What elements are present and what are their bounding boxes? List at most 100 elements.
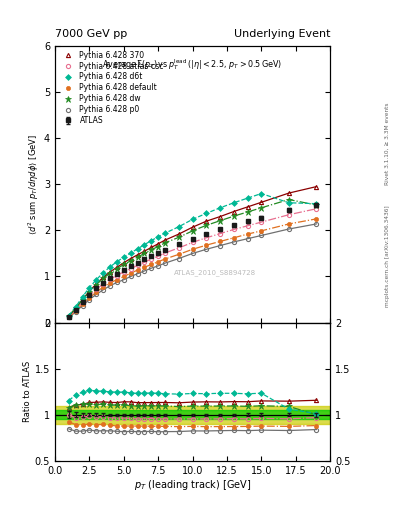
Pythia 6.428 p0: [190, 250, 195, 257]
Pythia 6.428 default: [142, 264, 147, 270]
Pythia 6.428 default: [176, 251, 181, 258]
Pythia 6.428 atlas-csc: [80, 299, 85, 305]
Line: Pythia 6.428 dw: Pythia 6.428 dw: [66, 197, 320, 319]
Pythia 6.428 p0: [94, 291, 99, 297]
Pythia 6.428 default: [108, 280, 112, 286]
Pythia 6.428 p0: [176, 255, 181, 262]
Pythia 6.428 default: [129, 270, 133, 276]
Pythia 6.428 p0: [135, 271, 140, 277]
Pythia 6.428 dw: [101, 275, 106, 282]
Pythia 6.428 d6t: [135, 246, 140, 252]
Pythia 6.428 default: [87, 294, 92, 301]
Pythia 6.428 d6t: [176, 224, 181, 230]
Pythia 6.428 dw: [73, 305, 78, 311]
Pythia 6.428 370: [259, 199, 264, 205]
Pythia 6.428 d6t: [218, 205, 222, 211]
Pythia 6.428 d6t: [87, 285, 92, 291]
Pythia 6.428 atlas-csc: [190, 239, 195, 245]
Pythia 6.428 default: [135, 267, 140, 273]
Pythia 6.428 dw: [245, 209, 250, 215]
Pythia 6.428 atlas-csc: [163, 250, 167, 256]
Pythia 6.428 370: [94, 281, 99, 287]
Pythia 6.428 dw: [190, 228, 195, 234]
Pythia 6.428 default: [163, 256, 167, 262]
Pythia 6.428 default: [156, 259, 161, 265]
Pythia 6.428 d6t: [245, 195, 250, 201]
Text: Underlying Event: Underlying Event: [233, 29, 330, 39]
Pythia 6.428 dw: [314, 202, 319, 208]
Pythia 6.428 dw: [259, 205, 264, 211]
Pythia 6.428 default: [115, 276, 119, 283]
Pythia 6.428 atlas-csc: [204, 234, 209, 241]
Pythia 6.428 dw: [218, 218, 222, 224]
Pythia 6.428 d6t: [115, 259, 119, 265]
Pythia 6.428 p0: [87, 296, 92, 303]
Pythia 6.428 p0: [80, 303, 85, 309]
Pythia 6.428 dw: [80, 296, 85, 303]
Text: Average$\,\Sigma(p_T)\,$vs$\,p_T^{\rm lead}\,(|\eta|<2.5,\,p_T>0.5\,{\rm GeV})$: Average$\,\Sigma(p_T)\,$vs$\,p_T^{\rm le…: [103, 57, 283, 72]
Pythia 6.428 p0: [245, 236, 250, 242]
Pythia 6.428 370: [135, 252, 140, 258]
Pythia 6.428 default: [259, 228, 264, 234]
Y-axis label: Ratio to ATLAS: Ratio to ATLAS: [23, 361, 32, 422]
Pythia 6.428 370: [108, 269, 112, 275]
Pythia 6.428 default: [286, 221, 291, 227]
Pythia 6.428 atlas-csc: [286, 211, 291, 218]
Pythia 6.428 370: [121, 260, 126, 266]
Line: Pythia 6.428 370: Pythia 6.428 370: [67, 184, 318, 318]
Pythia 6.428 p0: [163, 260, 167, 266]
Pythia 6.428 d6t: [101, 270, 106, 276]
Pythia 6.428 370: [314, 184, 319, 190]
Pythia 6.428 default: [149, 262, 154, 268]
Pythia 6.428 d6t: [156, 234, 161, 240]
Text: 7000 GeV pp: 7000 GeV pp: [55, 29, 127, 39]
Pythia 6.428 atlas-csc: [156, 253, 161, 259]
Pythia 6.428 dw: [142, 250, 147, 257]
Legend: Pythia 6.428 370, Pythia 6.428 atlas-csc, Pythia 6.428 d6t, Pythia 6.428 default: Pythia 6.428 370, Pythia 6.428 atlas-csc…: [58, 49, 165, 126]
Pythia 6.428 d6t: [66, 312, 71, 318]
Y-axis label: $\langle d^2$ sum $p_T/d\eta d\phi\rangle$ [GeV]: $\langle d^2$ sum $p_T/d\eta d\phi\rangl…: [27, 134, 41, 235]
Pythia 6.428 p0: [218, 243, 222, 249]
Pythia 6.428 p0: [142, 268, 147, 274]
Line: Pythia 6.428 p0: Pythia 6.428 p0: [67, 222, 318, 319]
Pythia 6.428 atlas-csc: [142, 259, 147, 265]
Pythia 6.428 default: [73, 308, 78, 314]
Pythia 6.428 atlas-csc: [101, 281, 106, 287]
Pythia 6.428 p0: [115, 280, 119, 286]
Pythia 6.428 370: [204, 218, 209, 224]
Pythia 6.428 d6t: [314, 201, 319, 207]
Pythia 6.428 370: [163, 237, 167, 243]
Pythia 6.428 atlas-csc: [135, 262, 140, 268]
Pythia 6.428 atlas-csc: [314, 206, 319, 212]
X-axis label: $p_T$ (leading track) [GeV]: $p_T$ (leading track) [GeV]: [134, 478, 251, 493]
Pythia 6.428 p0: [156, 263, 161, 269]
Pythia 6.428 d6t: [231, 200, 236, 206]
Pythia 6.428 atlas-csc: [115, 272, 119, 279]
Pythia 6.428 dw: [286, 197, 291, 203]
Pythia 6.428 default: [66, 314, 71, 320]
Pythia 6.428 d6t: [108, 264, 112, 270]
Pythia 6.428 370: [218, 214, 222, 220]
Pythia 6.428 370: [80, 296, 85, 303]
Pythia 6.428 atlas-csc: [259, 219, 264, 225]
Pythia 6.428 atlas-csc: [231, 226, 236, 232]
Pythia 6.428 p0: [231, 239, 236, 245]
Pythia 6.428 dw: [121, 262, 126, 268]
Pythia 6.428 370: [245, 204, 250, 210]
Pythia 6.428 dw: [176, 234, 181, 241]
Pythia 6.428 p0: [108, 283, 112, 289]
Pythia 6.428 atlas-csc: [94, 286, 99, 292]
Pythia 6.428 d6t: [259, 190, 264, 197]
Pythia 6.428 atlas-csc: [129, 266, 133, 272]
Pythia 6.428 p0: [73, 309, 78, 315]
Pythia 6.428 dw: [66, 313, 71, 319]
Pythia 6.428 p0: [149, 265, 154, 271]
Pythia 6.428 p0: [66, 314, 71, 321]
Pythia 6.428 d6t: [149, 238, 154, 244]
Pythia 6.428 default: [231, 234, 236, 241]
Pythia 6.428 d6t: [94, 276, 99, 283]
Pythia 6.428 d6t: [204, 210, 209, 217]
Pythia 6.428 atlas-csc: [73, 307, 78, 313]
Pythia 6.428 atlas-csc: [149, 256, 154, 262]
Text: ATLAS_2010_S8894728: ATLAS_2010_S8894728: [174, 269, 255, 276]
